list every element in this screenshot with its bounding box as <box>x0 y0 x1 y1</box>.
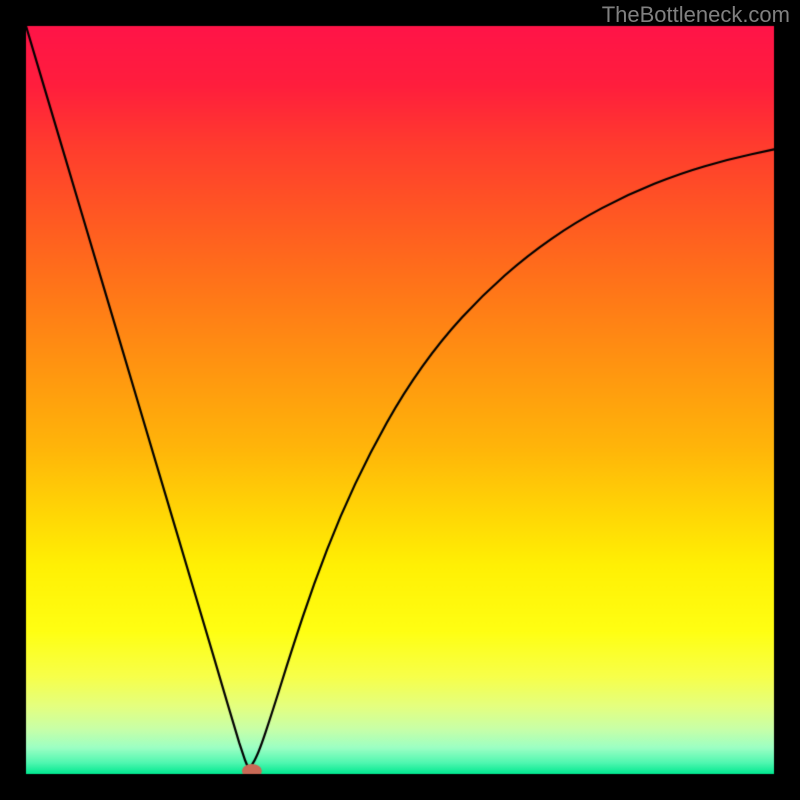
watermark-text: TheBottleneck.com <box>602 2 790 28</box>
bottleneck-chart: TheBottleneck.com <box>0 0 800 800</box>
chart-canvas <box>0 0 800 800</box>
